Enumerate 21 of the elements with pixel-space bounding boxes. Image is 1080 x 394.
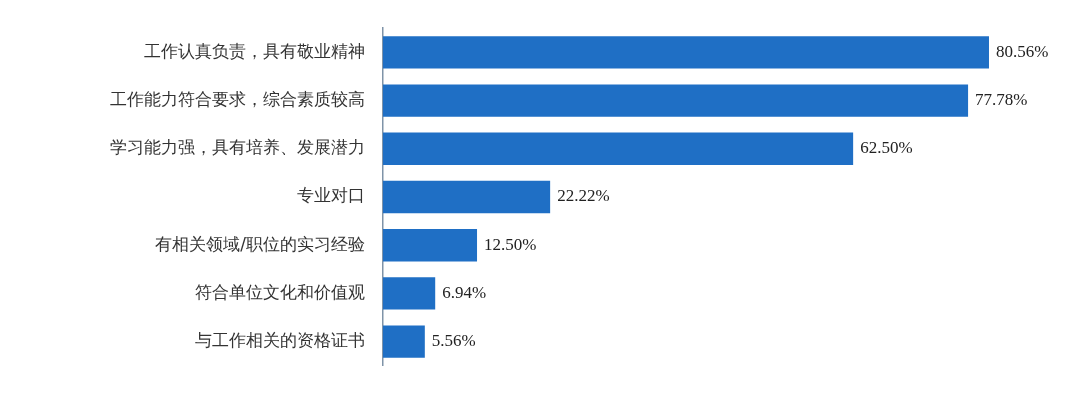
bar [383, 132, 854, 165]
y-tick-label: 学习能力强，具有培养、发展潜力 [110, 137, 365, 158]
bar [383, 36, 989, 69]
y-tick-label: 符合单位文化和价值观 [195, 281, 365, 302]
data-label: 22.22% [557, 186, 610, 206]
y-tick-label: 专业对口 [297, 185, 365, 206]
bar [383, 277, 436, 310]
y-tick-label: 工作能力符合要求，综合素质较高 [110, 88, 365, 109]
bar [383, 229, 478, 262]
data-label: 62.50% [860, 138, 913, 158]
data-label: 80.56% [995, 41, 1049, 61]
data-label: 6.94% [442, 282, 487, 302]
bar [383, 84, 969, 117]
y-tick-label: 与工作相关的资格证书 [195, 330, 365, 351]
bar [383, 325, 425, 358]
data-label: 77.78% [975, 90, 1028, 110]
bar [383, 180, 551, 214]
data-label: 12.50% [484, 234, 537, 254]
y-tick-label: 有相关领域/职位的实习经验 [155, 233, 365, 254]
y-tick-label: 工作认真负责，具有敬业精神 [144, 40, 365, 61]
data-label: 5.56% [431, 331, 476, 351]
